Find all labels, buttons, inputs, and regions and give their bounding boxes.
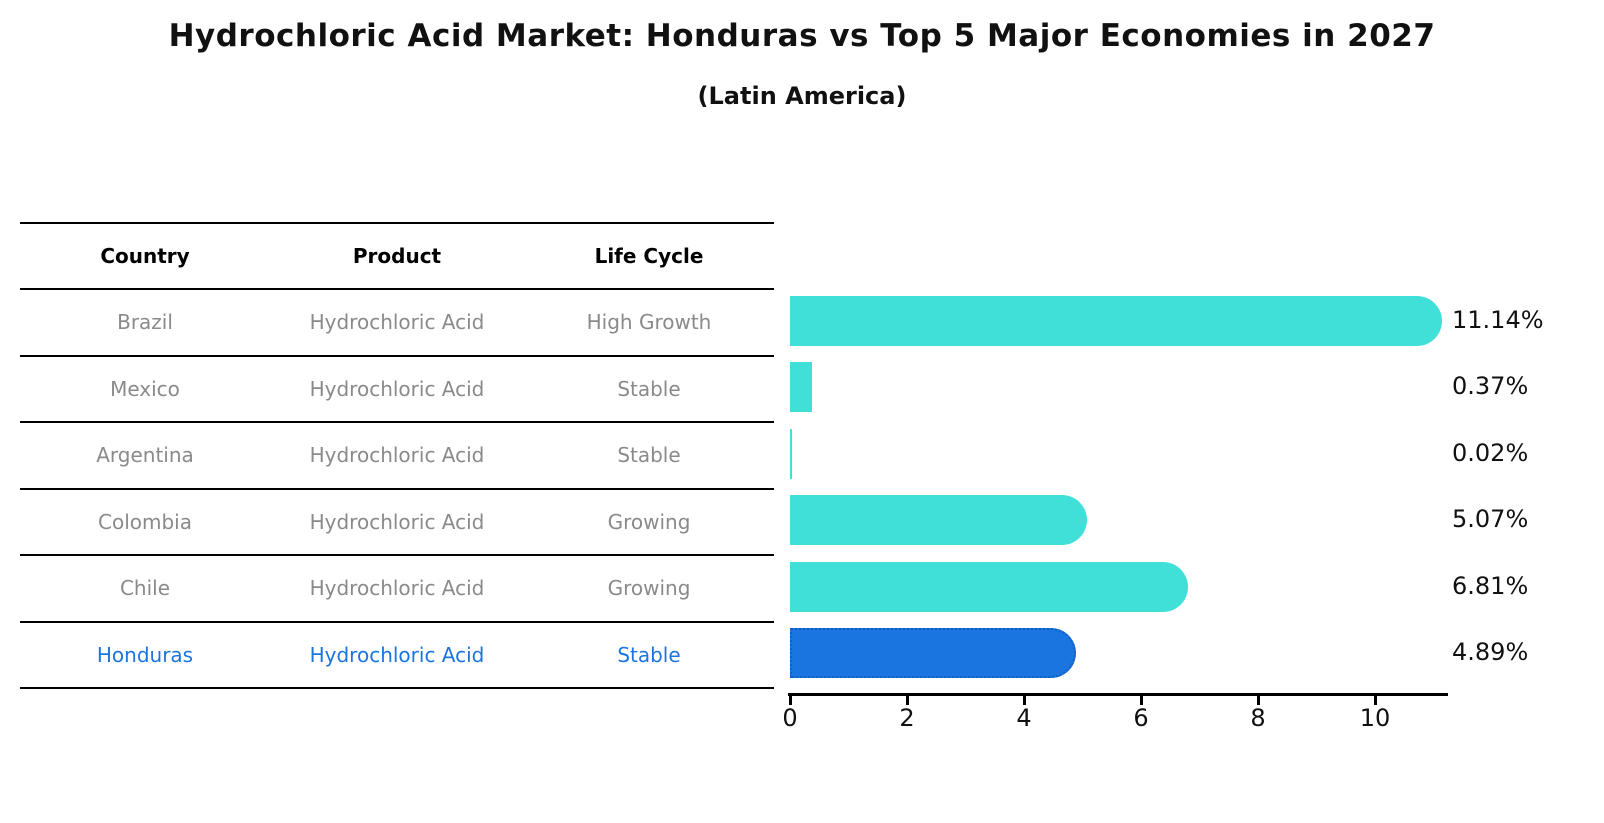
value-label: 0.37%	[1452, 372, 1529, 401]
chart-title: Hydrochloric Acid Market: Honduras vs To…	[168, 18, 1436, 54]
table-header-row: Country Product Life Cycle	[20, 224, 774, 290]
table-cell-country: Chile	[119, 576, 171, 601]
table-cell-country: Honduras	[96, 642, 194, 667]
x-tick-mark	[789, 695, 792, 705]
bar-argentina	[790, 428, 792, 479]
table-cell-product: Hydrochloric Acid	[309, 642, 485, 667]
table-row: Argentina Hydrochloric Acid Stable	[20, 423, 774, 490]
table-row: Honduras Hydrochloric Acid Stable	[20, 623, 774, 689]
table-header-country: Country	[100, 244, 190, 268]
table-cell-life-cycle: High Growth	[586, 310, 712, 335]
table-cell-country: Argentina	[96, 443, 194, 468]
value-label: 4.89%	[1452, 638, 1529, 666]
bar-mexico	[790, 362, 812, 413]
bar-honduras	[790, 628, 1077, 678]
table-header-life-cycle: Life Cycle	[594, 244, 704, 268]
bar-chile	[790, 561, 1189, 612]
table-row: Chile Hydrochloric Acid Growing	[20, 556, 774, 623]
table-row: Mexico Hydrochloric Acid Stable	[20, 357, 774, 423]
bar-colombia	[790, 495, 1087, 546]
x-tick-mark	[1374, 695, 1377, 705]
value-label: 6.81%	[1452, 571, 1529, 600]
table-header-product: Product	[352, 244, 442, 268]
x-tick-mark	[1023, 695, 1026, 705]
x-tick-label: 0	[782, 704, 798, 732]
x-tick-label: 10	[1359, 704, 1391, 732]
table-cell-life-cycle: Stable	[617, 642, 681, 667]
table-cell-product: Hydrochloric Acid	[309, 576, 485, 601]
table-cell-country: Brazil	[117, 310, 173, 335]
table-row: Brazil Hydrochloric Acid High Growth	[20, 290, 774, 357]
table-row: Colombia Hydrochloric Acid Growing	[20, 490, 774, 556]
table-cell-product: Hydrochloric Acid	[309, 509, 485, 534]
table-cell-country: Mexico	[110, 376, 180, 401]
x-tick-mark	[1257, 695, 1260, 705]
x-tick-label: 6	[1133, 704, 1149, 732]
table-cell-product: Hydrochloric Acid	[309, 376, 485, 401]
country-table: Country Product Life Cycle Brazil Hydroch…	[20, 222, 774, 689]
chart-subtitle: (Latin America)	[697, 82, 907, 110]
x-tick-label: 2	[899, 704, 915, 732]
table-cell-life-cycle: Stable	[617, 443, 681, 468]
table-cell-country: Colombia	[98, 509, 192, 534]
value-label: 11.14%	[1452, 306, 1544, 334]
table-cell-life-cycle: Stable	[617, 376, 681, 401]
table-body: Brazil Hydrochloric Acid High Growth Mexico…	[20, 290, 774, 689]
value-label: 0.02%	[1452, 438, 1529, 467]
x-tick-mark	[1140, 695, 1143, 705]
table-cell-life-cycle: Growing	[607, 576, 691, 601]
table-cell-product: Hydrochloric Acid	[309, 443, 485, 468]
x-tick-label: 4	[1016, 704, 1032, 732]
x-axis-line	[788, 693, 1448, 696]
value-label: 5.07%	[1452, 505, 1529, 534]
table-cell-product: Hydrochloric Acid	[309, 310, 485, 335]
bar-brazil	[790, 296, 1442, 346]
table-cell-life-cycle: Growing	[607, 509, 691, 534]
x-tick-label: 8	[1250, 704, 1266, 732]
x-tick-mark	[906, 695, 909, 705]
